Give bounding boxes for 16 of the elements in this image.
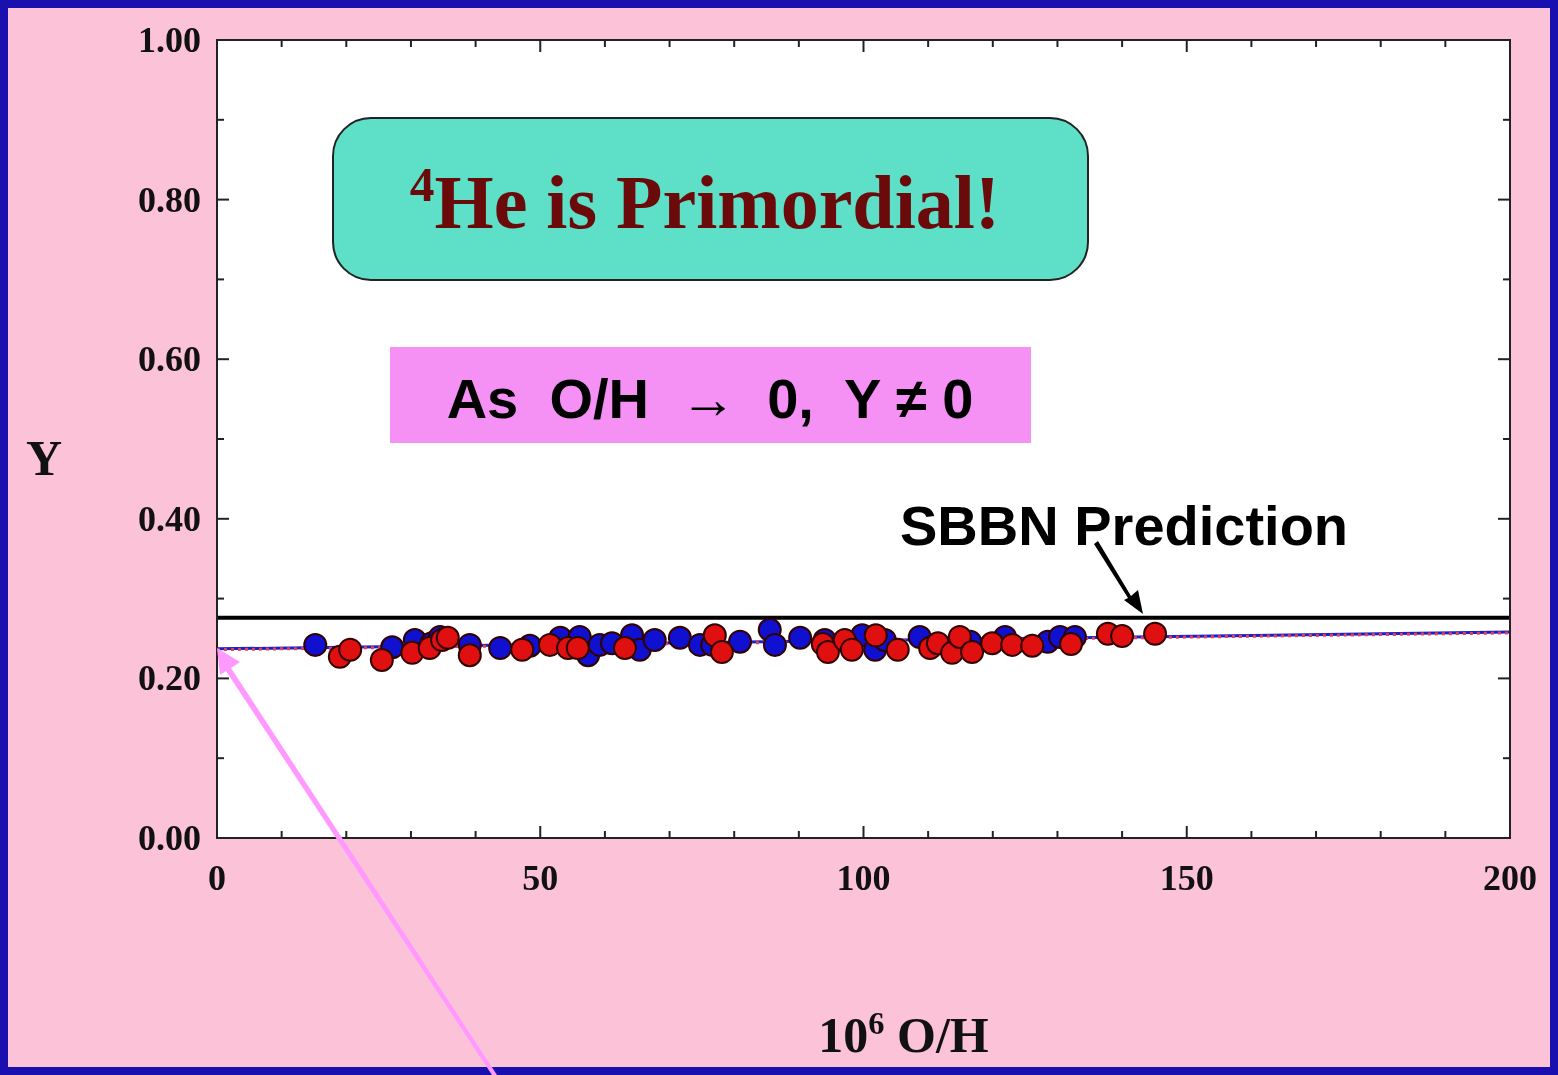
y-axis-title: Y [25,430,63,486]
y-tick-label: 0.00 [138,818,201,858]
x-tick-label: 0 [208,858,226,898]
y-tick-label: 1.00 [138,20,201,60]
x-tick-label: 200 [1483,858,1537,898]
y-tick-label: 0.40 [138,498,201,539]
ref-line-label: SBBN Prediction [900,494,1349,557]
x-axis-title: 10$^{6}$ O/H [818,1005,989,1063]
y-tick-label: 0.20 [138,658,201,699]
x-tick-label: 100 [836,858,891,898]
annotation: As O/H → 0, Y ≠ 0 [446,367,974,430]
y-tick-label: 0.80 [138,179,201,220]
annotation: $^{4}$He is Primordial! [409,156,1001,244]
y-tick-label: 0.60 [138,339,201,380]
x-tick-label: 150 [1159,858,1214,898]
x-tick-label: 50 [522,858,559,898]
